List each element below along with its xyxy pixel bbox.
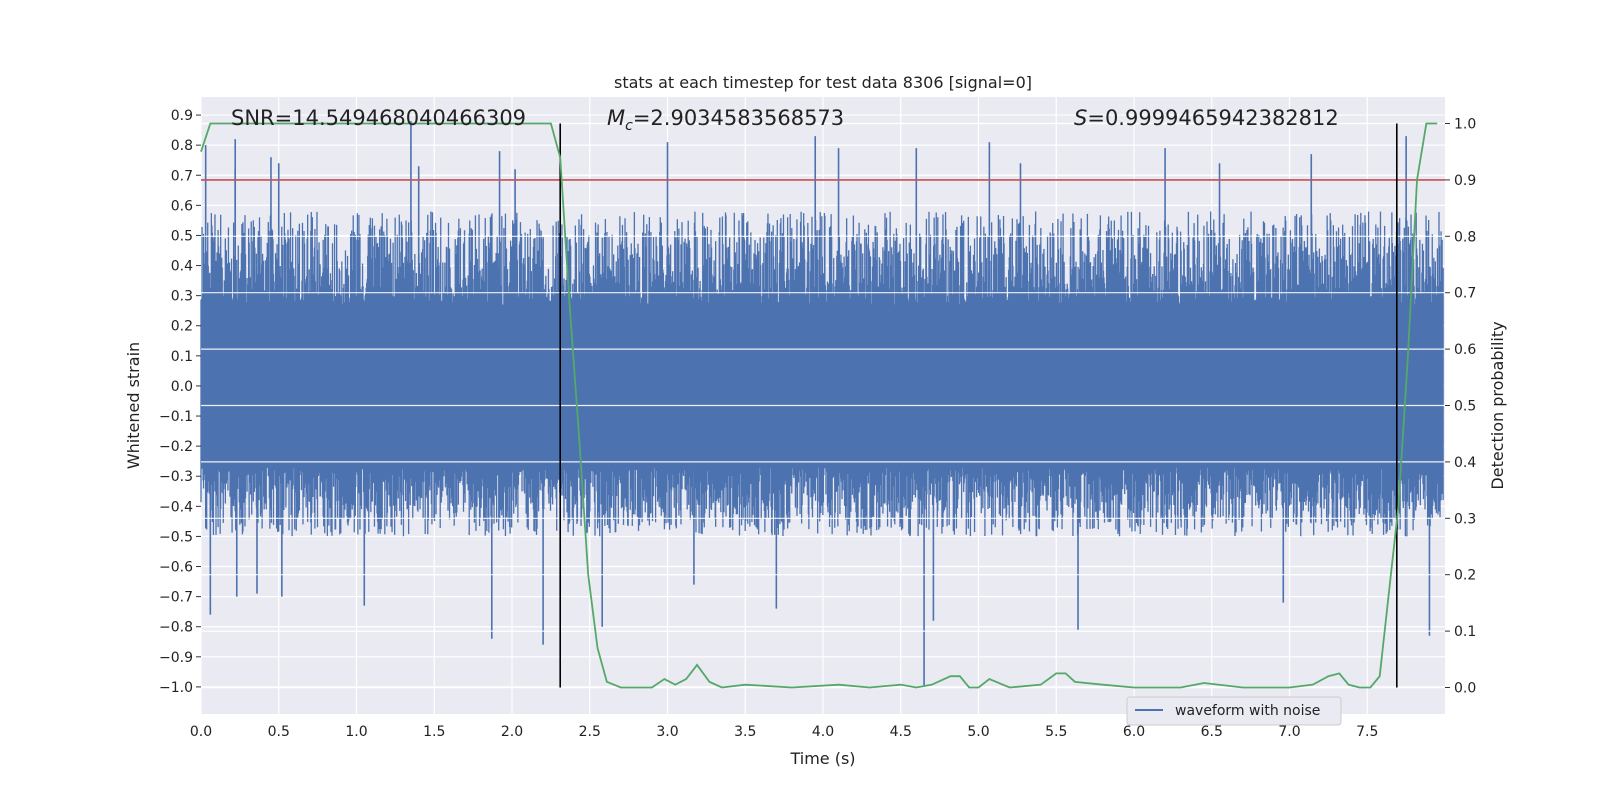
waveform-line [200, 211, 1444, 537]
y-tick-label: −1.0 [159, 680, 193, 696]
legend-label-waveform: waveform with noise [1175, 703, 1320, 719]
legend-box [1126, 696, 1342, 726]
y-tick-label: 0.7 [171, 168, 193, 184]
x-tick-label: 3.5 [734, 724, 756, 740]
probability-series [200, 122, 1438, 689]
y-tick-label: 0.1 [171, 349, 193, 365]
y-tick-label: −0.4 [159, 499, 193, 515]
probability-line [200, 122, 1438, 689]
y-tick-label: −0.1 [159, 409, 193, 425]
y-tick-label: −0.9 [159, 650, 193, 666]
mc-value: =2.9034583568573 [633, 106, 844, 130]
x-tick-label: 2.5 [579, 724, 601, 740]
y-tick-label: −0.3 [159, 469, 193, 485]
snr-annotation: SNR=14.549468040466309 [231, 106, 526, 130]
tick-labels: 0.0 0.5 1.0 1.5 2.0 2.5 3.0 3.5 4.0 4.5 5.0 5.5 6.0 6… [159, 108, 1476, 740]
x-tick-label: 4.0 [812, 724, 834, 740]
s-annotation: S=0.9999465942382812 [1074, 106, 1339, 130]
x-tick-label: 0.5 [268, 724, 290, 740]
y-tick-label: 0.8 [171, 138, 193, 154]
x-tick-label: 7.0 [1278, 724, 1300, 740]
x-tick-label: 5.5 [1045, 724, 1067, 740]
y-tick-label: −0.8 [159, 620, 193, 636]
y-tick-label: 0.4 [171, 259, 193, 275]
x-tick-label: 2.0 [501, 724, 523, 740]
x-tick-label: 1.0 [345, 724, 367, 740]
y2-tick-label: 0.2 [1454, 568, 1476, 584]
y2-tick-label: 0.8 [1454, 229, 1476, 245]
x-tick-label: 3.0 [656, 724, 678, 740]
y2-tick-label: 0.1 [1454, 624, 1476, 640]
y2-tick-label: 1.0 [1454, 117, 1476, 133]
chart-title: stats at each timestep for test data 830… [614, 73, 1032, 92]
x-tick-label: 5.0 [967, 724, 989, 740]
y-tick-label: 0.0 [171, 379, 193, 395]
y-tick-label: 0.6 [171, 198, 193, 214]
y-axis-label: Whitened strain [124, 342, 143, 469]
y-tick-label: 0.9 [171, 108, 193, 124]
overlay-lines [201, 122, 1445, 689]
s-value: =0.9999465942382812 [1087, 106, 1338, 130]
x-tick-label: 6.0 [1123, 724, 1145, 740]
chirp-mass-annotation: Mc=2.9034583568573 [607, 106, 844, 134]
y-tick-label: −0.7 [159, 590, 193, 606]
y-tick-label: 0.3 [171, 289, 193, 305]
y2-tick-label: 0.5 [1454, 399, 1476, 415]
y-tick-label: −0.2 [159, 439, 193, 455]
waveform-series [200, 121, 1444, 687]
x-tick-label: 7.5 [1356, 724, 1378, 740]
y-tick-label: −0.6 [159, 560, 193, 576]
y2-tick-label: 0.3 [1454, 511, 1476, 527]
mc-symbol: M [607, 106, 625, 130]
y2-tick-label: 0.7 [1454, 286, 1476, 302]
x-tick-label: 4.5 [890, 724, 912, 740]
y-tick-label: 0.2 [171, 319, 193, 335]
legend: waveform with noise [1126, 696, 1342, 726]
y2-tick-label: 0.0 [1454, 680, 1476, 696]
y2-tick-label: 0.9 [1454, 173, 1476, 189]
y2-axis-label: Detection probability [1488, 321, 1507, 489]
y-tick-label: −0.5 [159, 529, 193, 545]
mc-subscript: c [625, 118, 633, 134]
y-tick-label: 0.5 [171, 228, 193, 244]
x-tick-label: 1.5 [423, 724, 445, 740]
x-axis-label: Time (s) [789, 749, 855, 768]
s-symbol: S [1074, 106, 1087, 130]
x-tick-label: 0.0 [190, 724, 212, 740]
x-tick-label: 6.5 [1201, 724, 1223, 740]
y2-tick-label: 0.4 [1454, 455, 1476, 471]
y2-tick-label: 0.6 [1454, 342, 1476, 358]
